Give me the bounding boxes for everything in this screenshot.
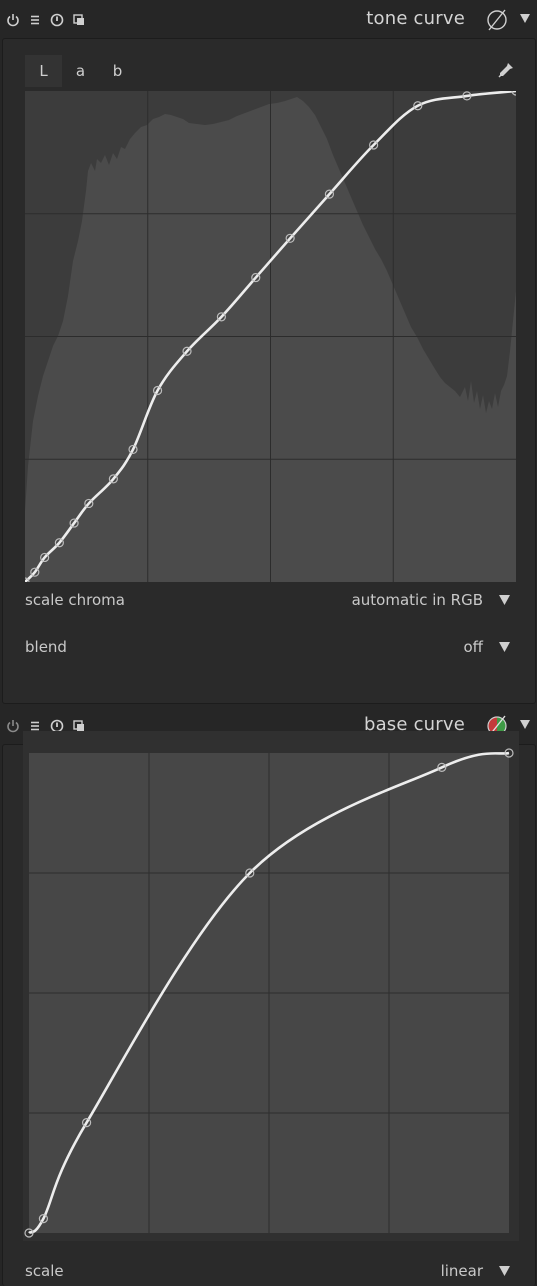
scale-value: linear	[440, 1262, 483, 1280]
curve-node[interactable]	[182, 346, 192, 356]
base-curve-panel: scale linear	[2, 731, 536, 1286]
curve-node[interactable]	[24, 1228, 34, 1238]
curve-node[interactable]	[81, 1118, 92, 1128]
colorpicker-off-icon[interactable]	[485, 7, 511, 33]
blend-combobox[interactable]: blend off	[25, 635, 515, 659]
curve-node[interactable]	[152, 385, 163, 396]
blend-label: blend	[25, 638, 67, 656]
reset-icon[interactable]	[49, 12, 65, 28]
duplicate-icon[interactable]	[71, 718, 87, 734]
tone-curve-graph[interactable]	[25, 91, 516, 582]
curve-node[interactable]	[245, 868, 255, 878]
module-title: base curve	[363, 714, 465, 735]
eyedropper-icon[interactable]	[497, 61, 515, 79]
base-curve-line	[28, 751, 510, 1235]
curve-node[interactable]	[251, 272, 261, 283]
module-title: tone curve	[366, 8, 465, 29]
curve-node[interactable]	[128, 444, 138, 455]
tab-a[interactable]: a	[75, 62, 86, 80]
curve-node[interactable]	[40, 552, 50, 563]
curve-node[interactable]	[69, 518, 79, 528]
curve-node[interactable]	[30, 567, 40, 577]
curve-node[interactable]	[216, 312, 226, 322]
curve-node[interactable]	[84, 498, 94, 509]
tab-b[interactable]: b	[112, 62, 123, 80]
tone-curve-header: tone curve	[0, 0, 537, 38]
channel-tabs: L a b	[25, 55, 136, 87]
curve-node[interactable]	[504, 748, 514, 758]
curve-node[interactable]	[285, 233, 295, 243]
blend-value: off	[463, 638, 483, 656]
curve-node[interactable]	[437, 762, 447, 773]
scale-combobox[interactable]: scale linear	[25, 1259, 515, 1283]
scale-chroma-combobox[interactable]: scale chroma automatic in RGB	[25, 588, 515, 612]
power-icon[interactable]	[5, 718, 21, 734]
tone-curve-line	[25, 91, 516, 582]
duplicate-icon[interactable]	[71, 12, 87, 28]
curve-node[interactable]	[462, 91, 472, 101]
curve-node[interactable]	[38, 1214, 48, 1224]
scale-chroma-value: automatic in RGB	[351, 591, 483, 609]
grid	[29, 753, 509, 1233]
curve-node[interactable]	[108, 474, 118, 484]
tab-L[interactable]: L	[25, 55, 62, 87]
power-icon[interactable]	[5, 12, 21, 28]
scale-chroma-label: scale chroma	[25, 591, 125, 609]
menu-icon[interactable]	[27, 12, 43, 28]
curve-node[interactable]	[413, 101, 423, 111]
dropdown-arrow-icon	[499, 642, 510, 652]
dropdown-arrow-icon	[499, 1266, 510, 1276]
tone-curve-panel: L a b scale chroma automatic in RGB blen…	[2, 38, 536, 704]
grid	[25, 91, 516, 582]
scale-label: scale	[25, 1262, 64, 1280]
expand-arrow-icon[interactable]	[519, 12, 531, 24]
curve-node[interactable]	[369, 140, 379, 150]
menu-icon[interactable]	[27, 718, 43, 734]
curve-node[interactable]	[324, 189, 335, 199]
base-curve-graph[interactable]	[23, 731, 519, 1241]
dropdown-arrow-icon	[499, 595, 510, 605]
curve-node[interactable]	[54, 538, 64, 548]
expand-arrow-icon[interactable]	[519, 718, 531, 730]
